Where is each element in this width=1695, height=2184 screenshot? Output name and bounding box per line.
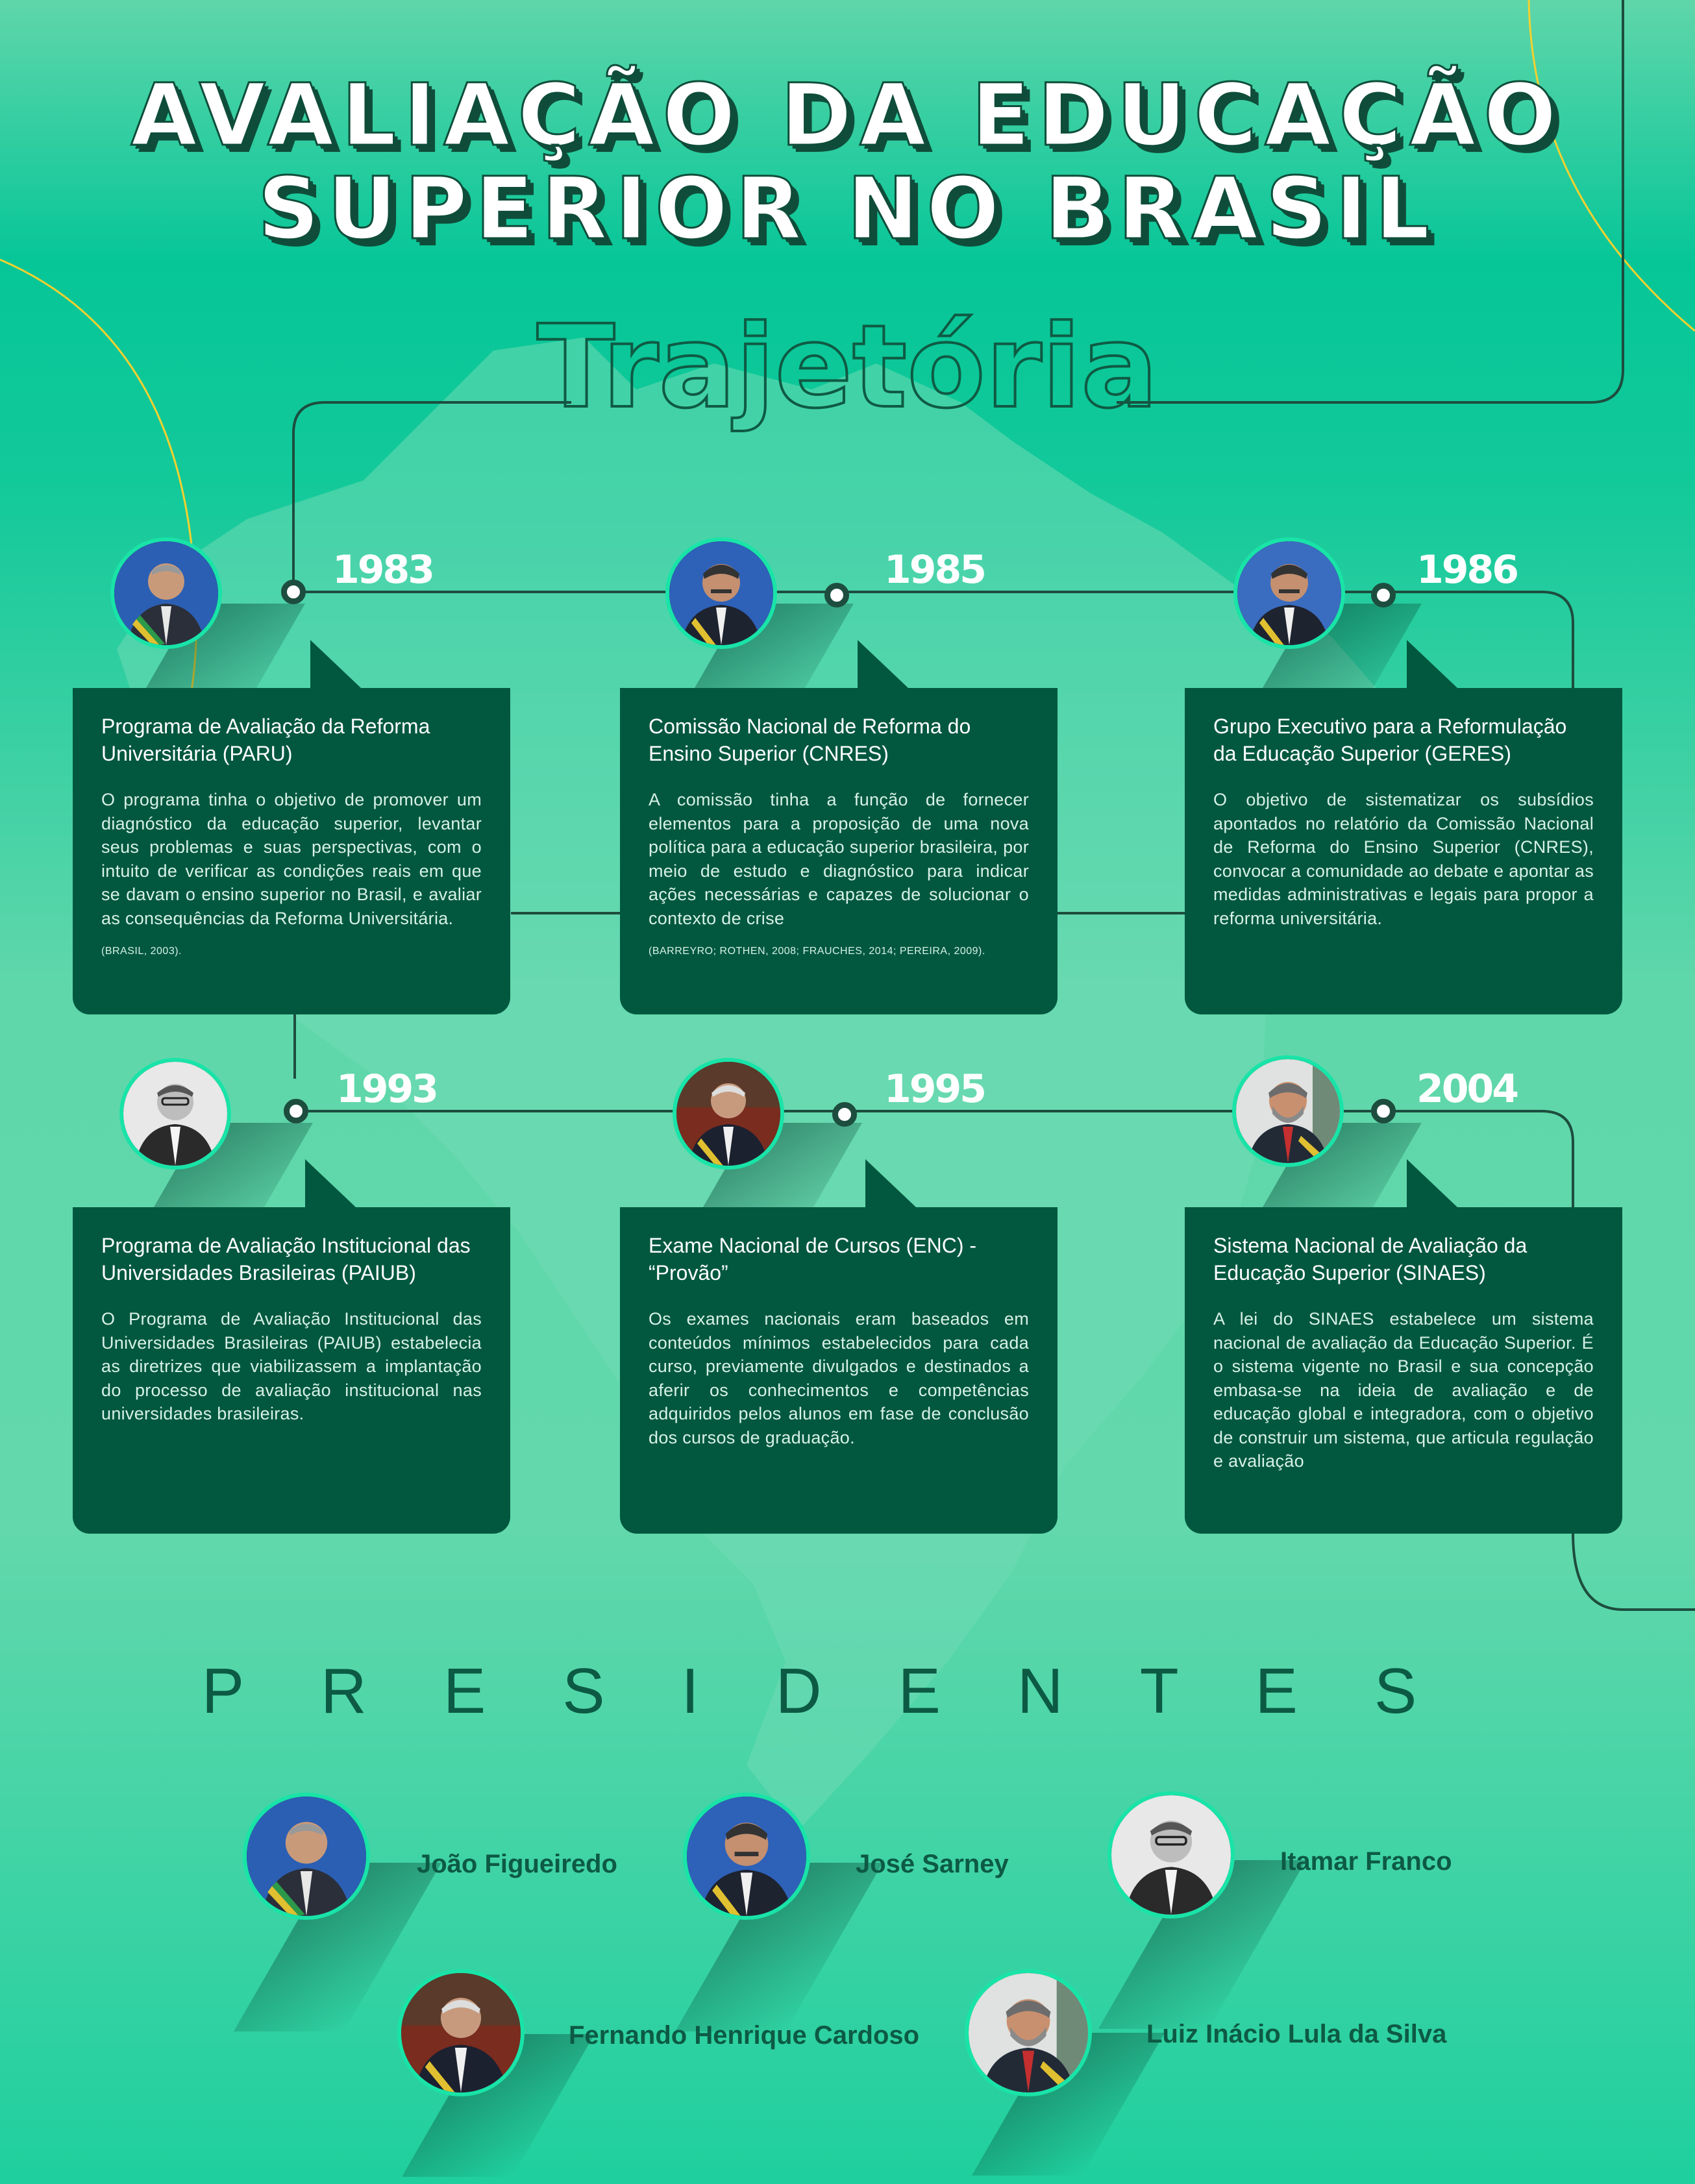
timeline-dot (1371, 1099, 1396, 1123)
year-1983: 1983 (332, 547, 435, 593)
portrait-color-icon (110, 537, 222, 649)
card-title: Sistema Nacional de Avaliação da Educaçã… (1213, 1234, 1528, 1284)
timeline-dot (1371, 583, 1396, 607)
card-title: Grupo Executivo para a Reformulação da E… (1213, 715, 1567, 765)
card-title: Programa de Avaliação Institucional das … (101, 1234, 471, 1284)
portrait-bw-icon (1107, 1791, 1235, 1919)
portrait-color-icon (243, 1793, 370, 1920)
card-text: A lei do SINAES estabelece um sistema na… (1213, 1309, 1594, 1471)
page-title-line2: SUPERIOR NO BRASIL (256, 159, 1438, 259)
timeline-card-paru: Programa de Avaliação da Reforma Univers… (73, 640, 510, 1014)
card-reference: (BARREYRO; ROTHEN, 2008; FRAUCHES, 2014;… (649, 946, 985, 957)
card-pointer (1407, 640, 1457, 688)
card-title: Exame Nacional de Cursos (ENC) - “Provão… (649, 1234, 977, 1284)
card-text: A comissão tinha a função de fornecer el… (649, 790, 1029, 928)
card-title: Comissão Nacional de Reforma do Ensino S… (649, 715, 971, 765)
timeline-card-paiub: Programa de Avaliação Institucional das … (73, 1159, 510, 1534)
portrait-color-icon (1232, 1055, 1344, 1167)
timeline-card-geres: Grupo Executivo para a Reformulação da E… (1185, 640, 1622, 1014)
card-pointer (310, 640, 361, 688)
year-1993: 1993 (336, 1066, 439, 1112)
timeline-card-enc: Exame Nacional de Cursos (ENC) - “Provão… (620, 1159, 1058, 1534)
timeline-card-cnres: Comissão Nacional de Reforma do Ensino S… (620, 640, 1058, 1014)
portrait-color-icon (665, 537, 777, 649)
card-pointer (858, 640, 908, 688)
page-title-line1: AVALIAÇÃO DA EDUCAÇÃO (130, 66, 1565, 166)
card-title: Programa de Avaliação da Reforma Univers… (101, 715, 430, 765)
card-text: O Programa de Avaliação Institucional da… (101, 1309, 482, 1423)
yellow-curve-right (1528, 0, 1695, 332)
portrait-color-icon (965, 1969, 1092, 2096)
president-name: José Sarney (856, 1850, 1009, 1878)
card-reference: (BRASIL, 2003). (101, 946, 182, 957)
portrait-color-icon (683, 1793, 810, 1920)
year-1985: 1985 (884, 547, 987, 593)
card-pointer (865, 1159, 916, 1207)
card-pointer (305, 1159, 356, 1207)
portrait-bw-icon (119, 1058, 231, 1170)
year-1986: 1986 (1417, 547, 1519, 593)
timeline-dot (284, 1099, 308, 1123)
president-name: Fernando Henrique Cardoso (569, 2021, 920, 2050)
card-pointer (1407, 1159, 1457, 1207)
president-name: Itamar Franco (1280, 1847, 1452, 1876)
year-1995: 1995 (884, 1066, 987, 1112)
timeline-connectors (292, 0, 1695, 1611)
timeline-dot (832, 1102, 857, 1127)
timeline-dot (281, 580, 306, 604)
card-text: Os exames nacionais eram baseados em con… (649, 1309, 1029, 1447)
presidents-heading: PRESIDENTES (201, 1655, 1494, 1726)
president-name: João Figueiredo (417, 1850, 617, 1878)
card-text: O programa tinha o objetivo de promover … (101, 790, 482, 928)
trajectory-heading: Trajetória (536, 301, 1159, 434)
year-2004: 2004 (1417, 1066, 1519, 1112)
president-name: Luiz Inácio Lula da Silva (1146, 2020, 1447, 2048)
timeline-dot (824, 583, 849, 607)
card-text: O objetivo de sistematizar os subsídios … (1213, 790, 1594, 928)
portrait-color-icon (397, 1969, 525, 2096)
timeline-card-sinaes: Sistema Nacional de Avaliação da Educaçã… (1185, 1159, 1622, 1534)
portrait-color-icon (1233, 537, 1345, 649)
portrait-color-icon (673, 1058, 784, 1170)
